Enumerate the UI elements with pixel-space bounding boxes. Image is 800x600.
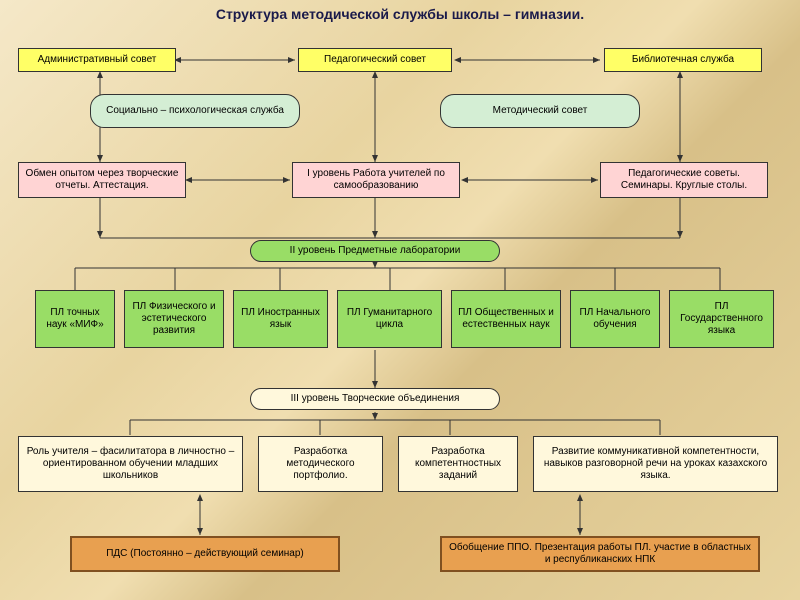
pl-humanities: ПЛ Гуманитарного цикла	[337, 290, 442, 348]
pl-state-language: ПЛ Государственного языка	[669, 290, 774, 348]
seminars: Педагогические советы. Семинары. Круглые…	[600, 162, 768, 198]
ppo-generalization: Обобщение ППО. Презентация работы ПЛ. уч…	[440, 536, 760, 572]
pl-social-natural: ПЛ Общественных и естественных наук	[451, 290, 561, 348]
social-psych-service: Социально – психологическая служба	[90, 94, 300, 128]
portfolio-development: Разработка методического портфолио.	[258, 436, 383, 492]
pds-seminar: ПДС (Постоянно – действующий семинар)	[70, 536, 340, 572]
library-service: Библиотечная служба	[604, 48, 762, 72]
page-title: Структура методической службы школы – ги…	[0, 0, 800, 28]
facilitator-role: Роль учителя – фасилитатора в личностно …	[18, 436, 243, 492]
admin-council: Административный совет	[18, 48, 176, 72]
experience-exchange: Обмен опытом через творческие отчеты. Ат…	[18, 162, 186, 198]
communication-development: Развитие коммуникативной компетентности,…	[533, 436, 778, 492]
method-council: Методический совет	[440, 94, 640, 128]
competency-tasks: Разработка компетентностных заданий	[398, 436, 518, 492]
level2-labs: II уровень Предметные лаборатории	[250, 240, 500, 262]
pl-elementary: ПЛ Начального обучения	[570, 290, 660, 348]
pl-physical: ПЛ Физического и эстетического развития	[124, 290, 224, 348]
pl-foreign: ПЛ Иностранных язык	[233, 290, 328, 348]
pedagogical-council: Педагогический совет	[298, 48, 452, 72]
level1-self-education: I уровень Работа учителей по самообразов…	[292, 162, 460, 198]
level3-creative: III уровень Творческие объединения	[250, 388, 500, 410]
pl-exact-sciences: ПЛ точных наук «МИФ»	[35, 290, 115, 348]
